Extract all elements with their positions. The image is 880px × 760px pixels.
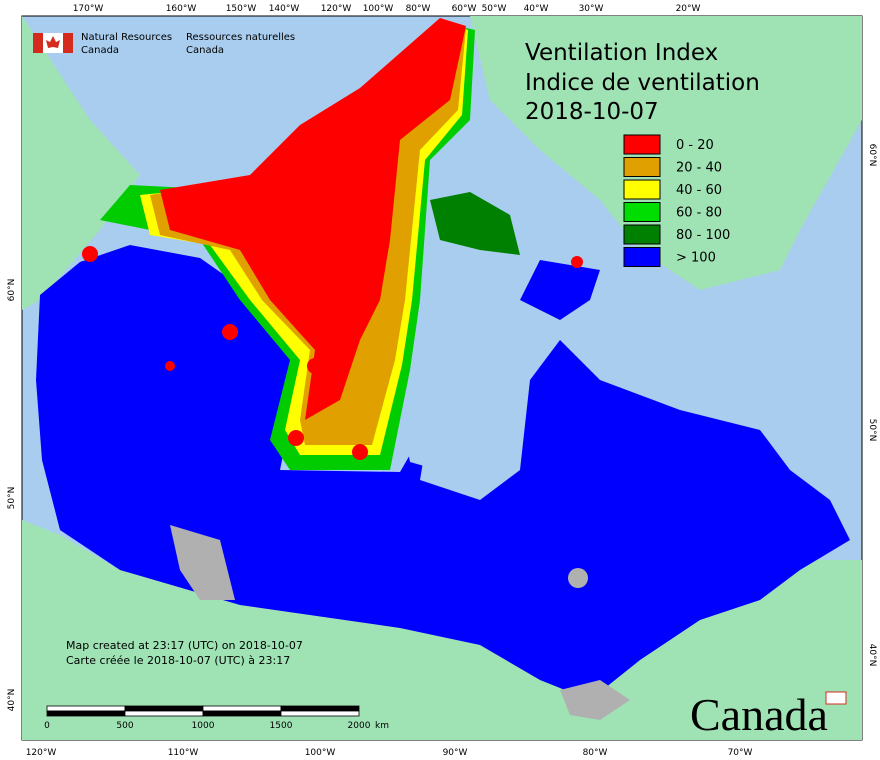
scale-label: 1500 <box>270 721 293 731</box>
hudson-bay <box>400 372 522 478</box>
north-green <box>430 192 520 255</box>
graticule-label: 150°W <box>226 4 257 14</box>
wordmark-flag <box>825 691 847 705</box>
graticule-label: 60°N <box>7 279 17 302</box>
graticule-label: 160°W <box>166 4 197 14</box>
graticule-label: 50°W <box>482 4 507 14</box>
graticule-label: 120°W <box>26 748 57 758</box>
agency-en: Natural Resources <box>81 32 172 43</box>
graticule-label: 170°W <box>73 4 104 14</box>
legend-label: > 100 <box>676 251 716 266</box>
agency-fr: Ressources naturelles <box>186 32 295 43</box>
no-data <box>170 525 235 600</box>
legend-swatch <box>623 179 661 200</box>
flag-bar <box>33 33 43 53</box>
legend-label: 0 - 20 <box>676 138 714 153</box>
graticule-label: 100°W <box>363 4 394 14</box>
graticule-label: 120°W <box>321 4 352 14</box>
no-data <box>568 568 588 588</box>
hotspot <box>352 444 368 460</box>
agency-fr: Canada <box>186 45 224 56</box>
title: Indice de ventilation <box>525 70 760 96</box>
scale-label: 0 <box>44 721 50 731</box>
scale-segment <box>124 710 204 717</box>
hotspot <box>571 256 583 268</box>
wordmark: Canada <box>690 689 828 740</box>
alaska <box>22 16 140 310</box>
title: 2018-10-07 <box>525 99 659 125</box>
greenland <box>470 16 862 290</box>
canada-blue <box>36 245 850 700</box>
scale-label: 1000 <box>192 721 215 731</box>
scale-label: 2000 <box>348 721 371 731</box>
graticule-label: 80°W <box>406 4 431 14</box>
scale-segment <box>124 705 204 712</box>
graticule-label: 40°N <box>7 689 17 712</box>
graticule-label: 20°W <box>676 4 701 14</box>
graticule-label: 140°W <box>269 4 300 14</box>
note: Carte créée le 2018-10-07 (UTC) à 23:17 <box>66 654 290 667</box>
scale-segment <box>202 705 282 712</box>
graticule-label: 30°W <box>579 4 604 14</box>
graticule-label: 100°W <box>305 748 336 758</box>
graticule-label: 90°W <box>443 748 468 758</box>
maple-leaf <box>46 36 60 48</box>
graticule-label: 50°N <box>867 419 877 442</box>
quebec-north <box>520 260 600 320</box>
legend-swatch <box>623 134 661 155</box>
agency-en: Canada <box>81 45 119 56</box>
graticule-label: 80°W <box>583 748 608 758</box>
hotspot <box>82 246 98 262</box>
scale-segment <box>280 710 360 717</box>
legend-swatch <box>623 202 661 222</box>
graticule-label: 40°N <box>867 644 877 667</box>
hotspot <box>165 361 175 371</box>
band-red <box>160 18 466 420</box>
scale-label: 500 <box>116 721 133 731</box>
logo: Natural Resources Canada Ressources natu… <box>33 32 295 56</box>
scale-unit: km <box>375 721 389 731</box>
great-lakes <box>560 680 630 720</box>
legend-swatch <box>623 157 661 177</box>
map-frame <box>21 15 863 741</box>
graticule-label: 70°W <box>728 748 753 758</box>
hotspot <box>307 358 323 374</box>
legend-swatch <box>623 224 661 245</box>
graticule-label: 60°N <box>867 144 877 167</box>
hotspot <box>222 324 238 340</box>
graticule-label: 50°N <box>7 487 17 510</box>
legend-label: 40 - 60 <box>676 183 722 198</box>
graticule-label: 60°W <box>452 4 477 14</box>
graticule-label: 40°W <box>524 4 549 14</box>
note: Map created at 23:17 (UTC) on 2018-10-07 <box>66 639 303 652</box>
scale-segment <box>280 705 360 712</box>
hotspot <box>288 430 304 446</box>
legend-label: 80 - 100 <box>676 228 730 243</box>
title: Ventilation Index <box>525 40 718 66</box>
legend-swatch <box>623 247 661 267</box>
legend-label: 60 - 80 <box>676 206 722 221</box>
scale-segment <box>46 710 126 717</box>
flag-bar <box>63 33 73 53</box>
scale-segment <box>202 710 282 717</box>
scale-segment <box>46 705 126 712</box>
graticule-label: 110°W <box>168 748 199 758</box>
legend-label: 20 - 40 <box>676 161 722 176</box>
